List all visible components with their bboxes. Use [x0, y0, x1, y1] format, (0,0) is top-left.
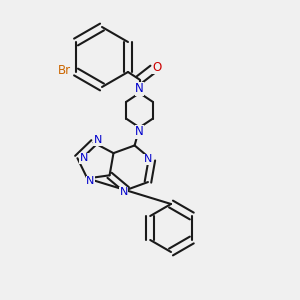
Text: N: N	[80, 153, 88, 163]
Text: N: N	[94, 135, 102, 145]
Text: N: N	[135, 125, 144, 138]
Text: N: N	[144, 154, 152, 164]
Text: Br: Br	[58, 64, 70, 77]
Text: N: N	[120, 187, 128, 197]
Text: N: N	[135, 82, 144, 95]
Text: N: N	[86, 176, 94, 186]
Text: O: O	[152, 61, 161, 74]
